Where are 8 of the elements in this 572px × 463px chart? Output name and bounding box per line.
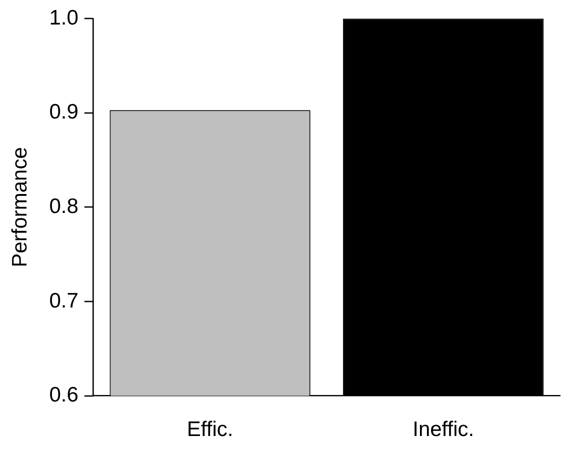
y-tick-label: 0.9 xyxy=(49,100,78,124)
y-tick-label: 0.8 xyxy=(49,194,78,218)
y-tick-label: 0.7 xyxy=(49,289,78,312)
y-tick-label: 0.6 xyxy=(49,384,78,407)
y-axis-title: Performance xyxy=(8,147,32,268)
y-tick-label: 1.0 xyxy=(49,6,78,30)
x-tick-label: Ineffic. xyxy=(412,418,474,442)
x-tick-label: Effic. xyxy=(186,418,234,442)
